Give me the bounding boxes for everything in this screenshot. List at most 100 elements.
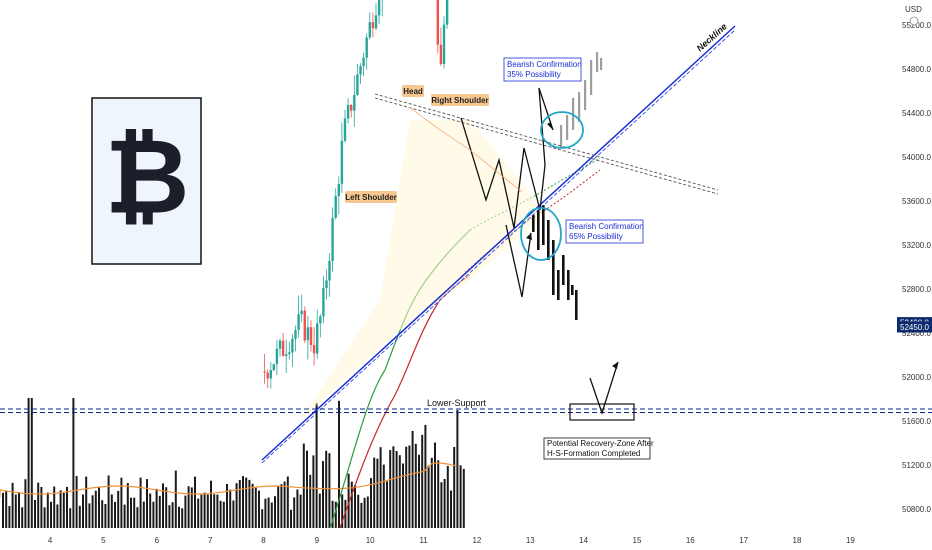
volume-bar — [446, 465, 449, 528]
volume-bar — [370, 478, 372, 528]
volume-bar — [2, 492, 4, 528]
volume-bar — [398, 455, 401, 528]
callout-box — [565, 219, 644, 244]
volume-bar — [274, 496, 276, 528]
volume-bar — [53, 486, 56, 528]
volume-bar — [283, 481, 286, 528]
volume-bar — [341, 494, 344, 528]
volume-bar — [264, 498, 267, 528]
x-tick-label: 10 — [366, 536, 375, 545]
candle-body — [337, 184, 340, 197]
projected-candle-black — [557, 270, 560, 300]
y-tick-label: 50800.0 — [902, 505, 931, 514]
projected-candle-gray — [590, 60, 593, 95]
currency-label: USD — [905, 5, 922, 14]
volume-bar — [360, 502, 363, 528]
y-tick-label: 52800.0 — [902, 285, 931, 294]
volume-bar — [293, 497, 296, 528]
volume-bar — [165, 487, 168, 528]
candle-body — [263, 371, 266, 373]
x-tick-label: 13 — [526, 536, 535, 545]
candle-body — [316, 323, 319, 354]
callout-line2: H-S-Formation Completed — [547, 449, 640, 458]
callout-box — [543, 437, 651, 460]
volume-bar — [210, 480, 212, 528]
y-tick-label: 54000.0 — [902, 153, 931, 162]
volume-bar — [386, 481, 388, 528]
projected-candle-gray — [578, 92, 581, 122]
volume-bar — [75, 476, 78, 528]
candle-body — [306, 327, 310, 341]
volume-bar — [453, 447, 456, 528]
volume-bar — [123, 504, 126, 528]
arrowhead — [526, 233, 532, 240]
candle-body — [359, 66, 362, 75]
volume-bar — [152, 501, 155, 528]
volume-bar — [434, 442, 436, 528]
annotations: Left Shoulder Head Right Shoulder Neckline L… — [345, 21, 729, 460]
volume-bar — [133, 497, 136, 528]
volume-bar — [168, 505, 171, 528]
candle-body — [281, 340, 285, 356]
volume-bar — [66, 486, 68, 528]
volume-bar — [158, 495, 161, 528]
volume-bar — [302, 443, 305, 528]
candle-body — [291, 338, 294, 353]
y-tick-label: 52000.0 — [902, 373, 931, 382]
y-tick-label: 51200.0 — [902, 461, 931, 470]
right-shoulder-label-bg — [431, 94, 489, 106]
volume-bar — [338, 400, 340, 528]
arrowhead — [612, 362, 618, 369]
volume-bar — [290, 509, 292, 528]
x-tick-label: 16 — [686, 536, 695, 545]
volume-bar — [136, 507, 139, 528]
candle-body — [288, 352, 291, 355]
volume-bar — [40, 487, 43, 528]
candle-body — [275, 348, 279, 365]
pattern-connector — [408, 106, 523, 193]
volume-bar — [213, 494, 216, 528]
volume-bar — [235, 483, 238, 528]
y-tick-label: 51600.0 — [902, 417, 931, 426]
x-tick-label: 6 — [155, 536, 160, 545]
volume-bar — [24, 479, 27, 528]
bitcoin-logo: ₿ — [91, 97, 202, 265]
volume-bar — [280, 484, 283, 528]
volume-bar — [94, 490, 97, 528]
volume-bar — [331, 500, 334, 528]
volume-bar — [101, 500, 104, 528]
volume-bar — [126, 483, 129, 528]
candles — [263, 0, 603, 389]
projected-candle-gray — [584, 80, 587, 110]
x-tick-label: 17 — [739, 536, 748, 545]
price-tag-support-lower: 52450.0 — [897, 321, 932, 333]
volume-bar — [187, 486, 190, 528]
volume-bar — [411, 431, 414, 528]
volume-bar — [194, 476, 196, 528]
volume-bar — [30, 398, 33, 528]
neckline-line-dashed — [261, 29, 736, 464]
volume-bar — [184, 495, 187, 528]
callout-title: Bearish Confirmation — [569, 222, 644, 231]
volume-bar — [357, 494, 360, 528]
volume-bar — [299, 494, 302, 528]
volume-bar — [82, 494, 84, 528]
time-axis[interactable]: 4 5 6 7 8 9 10 11 12 13 14 15 16 17 18 19 — [48, 536, 856, 545]
volume-bar — [146, 479, 148, 528]
volume-bar — [91, 495, 94, 528]
volume-bar — [402, 463, 404, 528]
candle-body — [319, 316, 322, 324]
volume-bar — [382, 464, 385, 528]
candle-body — [294, 330, 297, 339]
price-axis[interactable]: 50800.0 51200.0 51600.0 52000.0 52400.0 52800… — [897, 0, 932, 514]
volume-bars — [0, 398, 465, 528]
candle-body — [334, 196, 337, 218]
volume-bar — [174, 470, 177, 528]
lower-support-label: Lower-Support — [427, 398, 487, 408]
volume-bar — [261, 509, 264, 528]
volume-bar — [322, 461, 324, 528]
volume-bar — [155, 488, 158, 528]
volume-bar — [181, 508, 184, 528]
